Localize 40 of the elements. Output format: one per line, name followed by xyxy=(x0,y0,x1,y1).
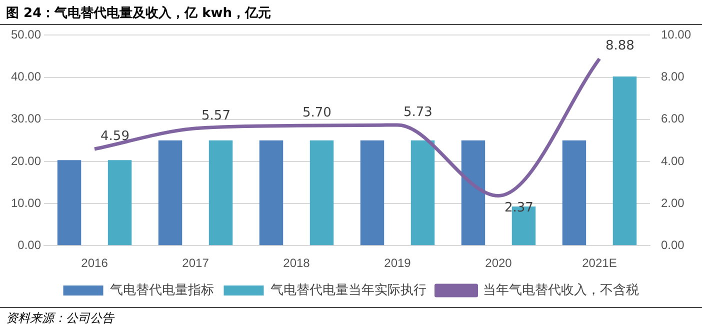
y2-tick-label: 0.00 xyxy=(660,238,685,252)
legend-label: 气电替代电量当年实际执行 xyxy=(270,282,426,298)
bar xyxy=(310,140,334,246)
x-tick-label: 2018 xyxy=(283,256,310,270)
bar xyxy=(410,140,435,246)
bar xyxy=(108,160,132,246)
data-label: 8.88 xyxy=(605,38,634,54)
y-tick-label: 10.00 xyxy=(11,196,42,210)
y2-tick-label: 10.00 xyxy=(660,28,692,42)
x-tick-label: 2020 xyxy=(485,256,512,270)
y2-tick-label: 6.00 xyxy=(660,112,685,126)
y-tick-label: 30.00 xyxy=(11,112,42,126)
bar xyxy=(208,140,233,246)
data-label: 5.73 xyxy=(403,104,432,120)
legend-label: 气电替代电量指标 xyxy=(110,282,214,298)
y-tick-label: 50.00 xyxy=(11,28,42,42)
y2-tick-label: 8.00 xyxy=(660,70,685,84)
bar xyxy=(360,140,384,246)
data-label: 5.70 xyxy=(302,106,332,121)
bar xyxy=(158,140,182,246)
data-label: 4.59 xyxy=(100,128,130,144)
bar xyxy=(57,160,82,246)
data-label: 5.57 xyxy=(202,108,230,124)
y-tick-label: 40.00 xyxy=(11,70,42,84)
y-tick-label: 20.00 xyxy=(11,154,42,168)
line-series xyxy=(92,57,602,198)
legend-label: 当年气电替代收入，不含税 xyxy=(482,282,639,298)
chart-title: 图 24：气电替代电量及收入，亿 kwh，亿元 xyxy=(0,0,702,25)
bar xyxy=(259,140,284,246)
x-tick-label: 2016 xyxy=(81,256,108,270)
x-tick-label: 2019 xyxy=(384,256,412,270)
x-tick-label: 2021E xyxy=(582,256,617,270)
bar xyxy=(612,76,637,246)
text: 资料来源：公司公告 xyxy=(0,307,702,329)
y2-tick-label: 4.00 xyxy=(660,154,685,168)
bar xyxy=(461,140,486,246)
y2-tick-label: 2.00 xyxy=(660,196,685,210)
bar xyxy=(562,140,586,246)
x-tick-label: 2017 xyxy=(182,256,210,270)
y-tick-label: 0.00 xyxy=(18,238,42,252)
